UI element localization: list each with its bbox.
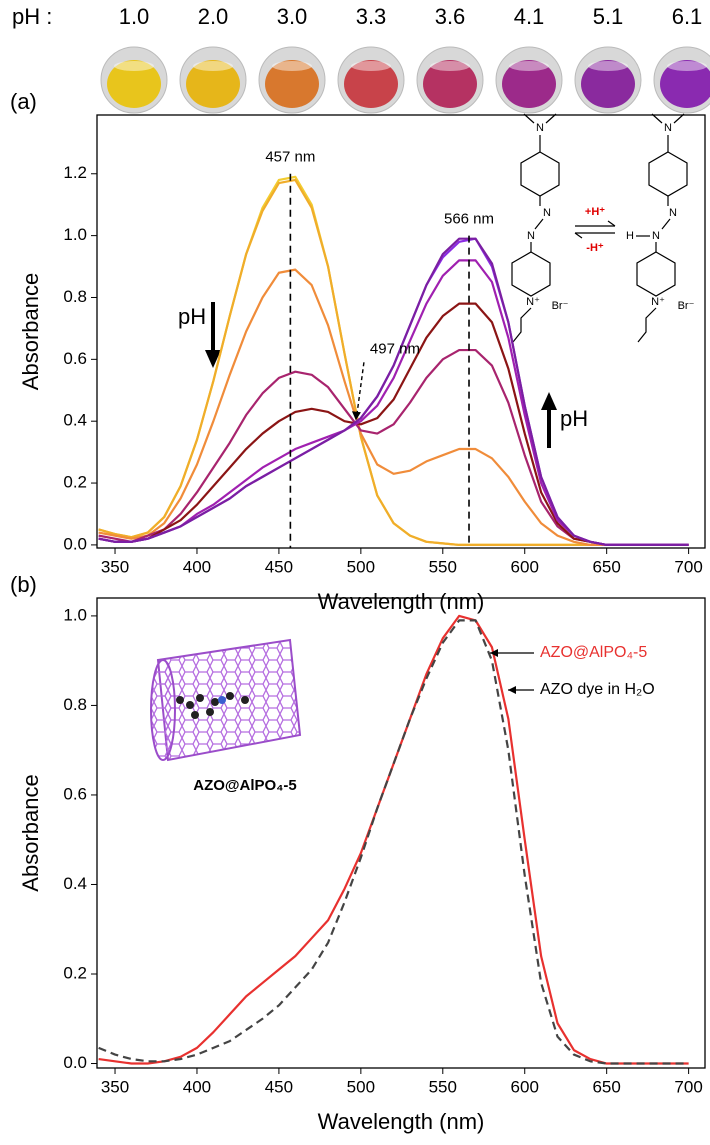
- ph-value: 6.1: [672, 4, 703, 29]
- atom-label: N: [536, 122, 544, 134]
- ph-value: 2.0: [198, 4, 229, 29]
- y-tick-label: 1.2: [63, 163, 87, 182]
- x-tick-label: 500: [347, 1077, 375, 1096]
- peak-label: 457 nm: [265, 149, 315, 166]
- y-tick-label: 1.0: [63, 605, 87, 624]
- ph-value: 1.0: [119, 4, 150, 29]
- atom-label: N: [669, 207, 677, 219]
- atom-label: N: [527, 230, 535, 242]
- y-axis-title: Absorbance: [18, 273, 43, 390]
- y-tick-label: 0.0: [63, 1053, 87, 1072]
- panel-label: (b): [10, 572, 37, 597]
- figure: N N N N⁺ Br⁻ +H⁺ -H⁺ N N N H N⁺ Br⁻ pH p…: [0, 0, 710, 1145]
- vial-highlight: [193, 61, 233, 71]
- x-tick-label: 350: [101, 1077, 129, 1096]
- panel-label: (a): [10, 89, 37, 114]
- x-tick-label: 650: [592, 1077, 620, 1096]
- x-axis-title: Wavelength (nm): [318, 1109, 485, 1134]
- y-tick-label: 1.0: [63, 225, 87, 244]
- y-tick-label: 0.2: [63, 473, 87, 492]
- x-tick-label: 700: [674, 1077, 702, 1096]
- atom-label: N: [664, 122, 672, 134]
- atom-label: Br⁻: [678, 300, 695, 312]
- y-tick-label: 0.8: [63, 695, 87, 714]
- vial-highlight: [272, 61, 312, 71]
- x-tick-label: 600: [511, 1077, 539, 1096]
- reaction-label: +H⁺: [585, 206, 605, 218]
- legend-label: AZO dye in H₂O: [540, 681, 655, 698]
- peak-label: 566 nm: [444, 211, 494, 228]
- x-tick-label: 450: [265, 557, 293, 576]
- series-line: [99, 177, 689, 545]
- vial-highlight: [430, 61, 470, 71]
- x-tick-label: 550: [429, 557, 457, 576]
- x-tick-label: 350: [101, 557, 129, 576]
- vial-highlight: [667, 61, 707, 71]
- atom-label: Br⁻: [552, 300, 569, 312]
- x-tick-label: 500: [347, 557, 375, 576]
- legend-arrow-head: [508, 686, 516, 694]
- atom-label: N: [543, 207, 551, 219]
- ph-value: 4.1: [514, 4, 545, 29]
- x-tick-label: 400: [183, 557, 211, 576]
- legend-label: AZO@AlPO₄-5: [540, 644, 647, 661]
- page: N N N N⁺ Br⁻ +H⁺ -H⁺ N N N H N⁺ Br⁻ pH p…: [0, 0, 710, 1145]
- isosbestic-arrow: [357, 362, 364, 414]
- y-tick-label: 0.4: [63, 411, 87, 430]
- y-tick-label: 0.6: [63, 349, 87, 368]
- y-tick-label: 0.8: [63, 287, 87, 306]
- x-tick-label: 650: [592, 557, 620, 576]
- ph-value: 5.1: [593, 4, 624, 29]
- reaction-label: -H⁺: [586, 242, 604, 254]
- y-tick-label: 0.4: [63, 874, 87, 893]
- trend-arrow-head: [541, 392, 557, 410]
- framework-inset: [151, 640, 300, 760]
- x-tick-label: 550: [429, 1077, 457, 1096]
- ph-value: 3.3: [356, 4, 387, 29]
- x-tick-label: 400: [183, 1077, 211, 1096]
- inset-label: AZO@AlPO₄-5: [193, 777, 296, 794]
- atom-label: H: [626, 230, 634, 242]
- atom-label: N⁺: [651, 296, 665, 308]
- y-axis-title: Absorbance: [18, 774, 43, 891]
- ph-value: 3.6: [435, 4, 466, 29]
- atom-label: N⁺: [526, 296, 540, 308]
- atom-label: N: [652, 230, 660, 242]
- series-line: [99, 239, 689, 545]
- vial-highlight: [114, 61, 154, 71]
- series-line: [99, 239, 689, 545]
- vial-highlight: [351, 61, 391, 71]
- trend-label: pH: [178, 304, 206, 329]
- vial-highlight: [588, 61, 628, 71]
- y-tick-label: 0.2: [63, 963, 87, 982]
- trend-label: pH: [560, 406, 588, 431]
- series-line: [99, 180, 689, 545]
- chemical-structure: N N N N⁺ Br⁻ +H⁺ -H⁺ N N N H N⁺ Br⁻: [512, 114, 695, 342]
- vial-highlight: [509, 61, 549, 71]
- x-tick-label: 450: [265, 1077, 293, 1096]
- x-axis-title: Wavelength (nm): [318, 589, 485, 614]
- ph-value: 3.0: [277, 4, 308, 29]
- y-tick-label: 0.0: [63, 534, 87, 553]
- y-tick-label: 0.6: [63, 784, 87, 803]
- isosbestic-label: 497 nm: [370, 340, 420, 357]
- x-tick-label: 700: [674, 557, 702, 576]
- ph-row-label: pH :: [12, 4, 52, 29]
- x-tick-label: 600: [511, 557, 539, 576]
